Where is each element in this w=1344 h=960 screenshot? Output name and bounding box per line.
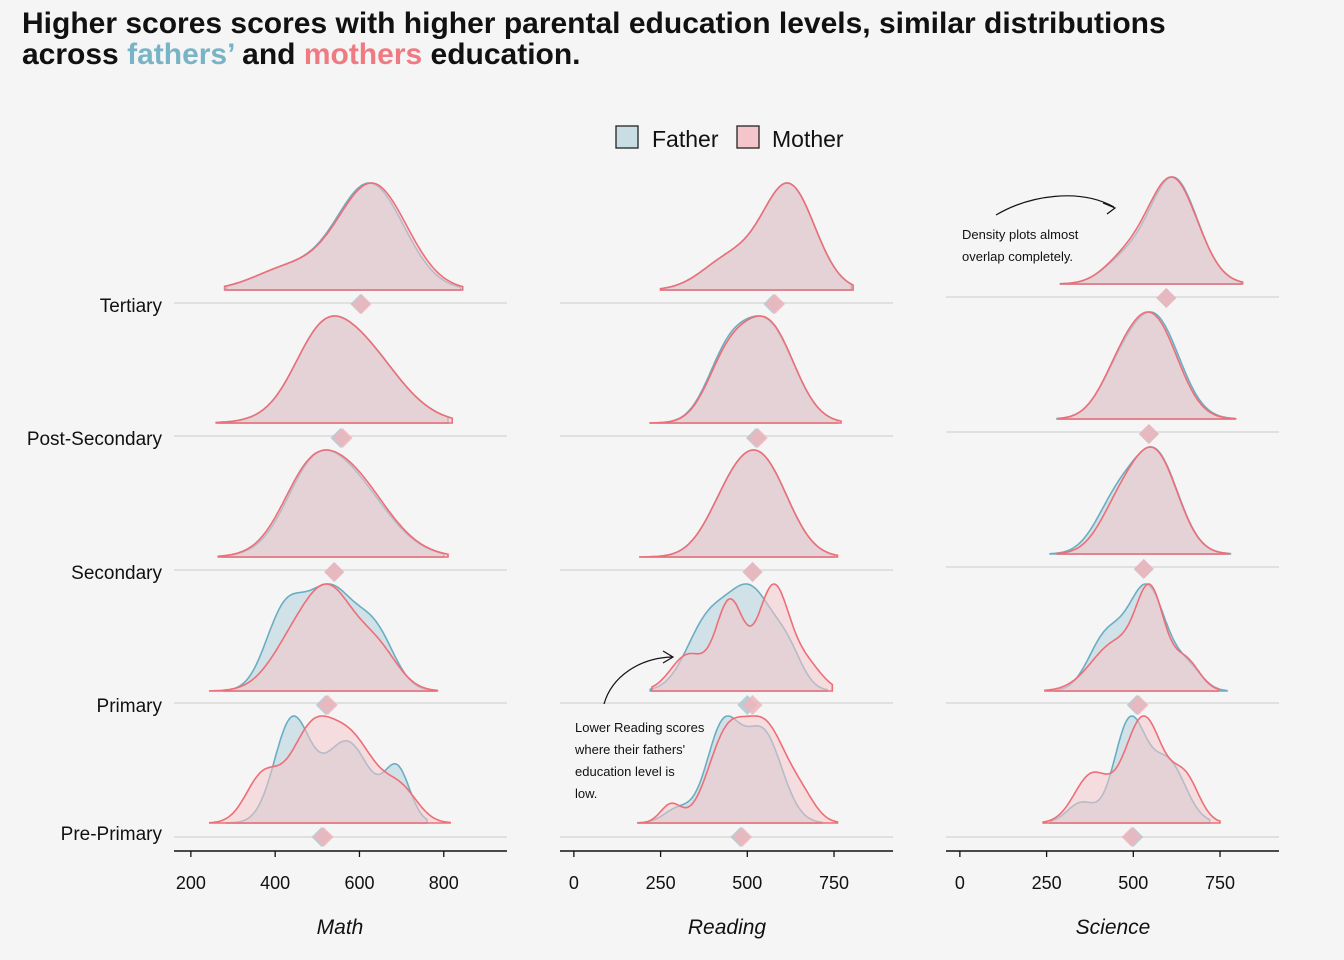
row-label-tertiary: Tertiary <box>100 296 163 317</box>
math-tick-label-800: 800 <box>429 873 459 893</box>
reading-mean-mother-pre-primary <box>732 827 753 847</box>
panel-label-science: Science <box>1076 916 1151 939</box>
reading-tick-label-0: 0 <box>569 873 579 893</box>
annotation-reading-line-2: where their fathers' <box>574 742 685 757</box>
reading-density-mother-post-secondary <box>649 315 842 424</box>
science-density-mother-post-secondary <box>1057 311 1237 420</box>
legend: Father Mother <box>615 125 844 152</box>
title-across: across <box>22 38 128 71</box>
annotation-reading-line-1: Lower Reading scores <box>575 720 705 735</box>
annotation-science: Density plots almost overlap completely. <box>962 195 1117 264</box>
title-line-1: Higher scores scores with higher parenta… <box>22 7 1166 40</box>
row-labels: Pre-Primary Primary Secondary Post-Secon… <box>27 296 163 845</box>
panel-math: 200 400 600 800 <box>174 182 507 893</box>
math-density-mother-tertiary <box>223 182 464 291</box>
row-label-primary: Primary <box>97 696 163 717</box>
math-mean-mother-secondary <box>324 562 345 582</box>
annotation-reading-line-3: education level is <box>575 764 675 779</box>
reading-density-mother-pre-primary <box>637 715 839 824</box>
reading-tick-label-750: 750 <box>819 873 849 893</box>
row-label-post-secondary: Post-Secondary <box>27 429 163 450</box>
math-mean-mother-post-secondary <box>332 428 353 448</box>
reading-mean-mother-tertiary <box>765 294 786 314</box>
panel-label-math: Math <box>317 916 364 939</box>
reading-density-mother-tertiary <box>659 182 854 291</box>
math-density-mother-secondary <box>217 449 449 558</box>
math-mean-mother-pre-primary <box>313 827 334 847</box>
title-mothers: mothers <box>303 38 423 71</box>
annotation-reading: Lower Reading scores where their fathers… <box>574 650 705 801</box>
panel-reading: 0 250 500 750 <box>560 182 893 893</box>
science-mean-mother-primary <box>1128 695 1149 715</box>
panel-label-reading: Reading <box>688 916 767 939</box>
science-mean-mother-post-secondary <box>1138 424 1159 444</box>
annotation-science-arrowhead <box>1102 202 1117 215</box>
annotation-reading-arrow <box>603 656 673 705</box>
math-tick-label-600: 600 <box>344 873 374 893</box>
math-density-mother-primary <box>209 583 439 692</box>
legend-swatch-father <box>615 125 639 149</box>
science-density-mother-tertiary <box>1059 176 1244 285</box>
reading-mean-mother-post-secondary <box>747 428 768 448</box>
reading-tick-label-500: 500 <box>732 873 762 893</box>
title-and: and <box>233 38 304 71</box>
science-density-mother-primary <box>1044 583 1220 692</box>
row-label-pre-primary: Pre-Primary <box>61 824 163 845</box>
title-fathers: fathers’ <box>127 38 234 71</box>
science-tick-label-250: 250 <box>1032 873 1062 893</box>
legend-swatch-mother <box>736 125 760 149</box>
annotation-science-line-2: overlap completely. <box>962 249 1073 264</box>
science-mean-mother-secondary <box>1133 559 1154 579</box>
math-mean-mother-tertiary <box>351 294 372 314</box>
legend-label-mother: Mother <box>772 126 844 152</box>
math-tick-label-400: 400 <box>260 873 290 893</box>
math-tick-label-200: 200 <box>176 873 206 893</box>
reading-tick-label-250: 250 <box>646 873 676 893</box>
math-density-mother-pre-primary <box>209 715 451 824</box>
reading-mean-mother-secondary <box>742 562 763 582</box>
annotation-reading-arrowhead <box>662 650 675 664</box>
math-density-mother-post-secondary <box>215 315 453 424</box>
title-end: education. <box>422 38 581 71</box>
reading-density-mother-secondary <box>639 449 839 558</box>
science-tick-label-0: 0 <box>955 873 965 893</box>
reading-mean-mother-primary <box>742 695 763 715</box>
annotation-science-line-1: Density plots almost <box>962 227 1079 242</box>
chart-title: Higher scores scores with higher parenta… <box>22 8 1332 70</box>
science-density-mother-secondary <box>1056 446 1230 555</box>
annotation-science-arrow <box>995 195 1115 216</box>
math-mean-mother-primary <box>317 695 338 715</box>
science-mean-mother-tertiary <box>1156 288 1177 308</box>
reading-density-mother-primary <box>651 583 834 692</box>
science-density-mother-pre-primary <box>1042 715 1221 824</box>
panel-science: 0 250 500 750 <box>946 176 1279 893</box>
legend-label-father: Father <box>652 126 719 152</box>
science-tick-label-500: 500 <box>1118 873 1148 893</box>
row-label-secondary: Secondary <box>71 563 162 584</box>
science-tick-label-750: 750 <box>1205 873 1235 893</box>
annotation-reading-line-4: low. <box>575 786 597 801</box>
science-mean-mother-pre-primary <box>1121 827 1142 847</box>
